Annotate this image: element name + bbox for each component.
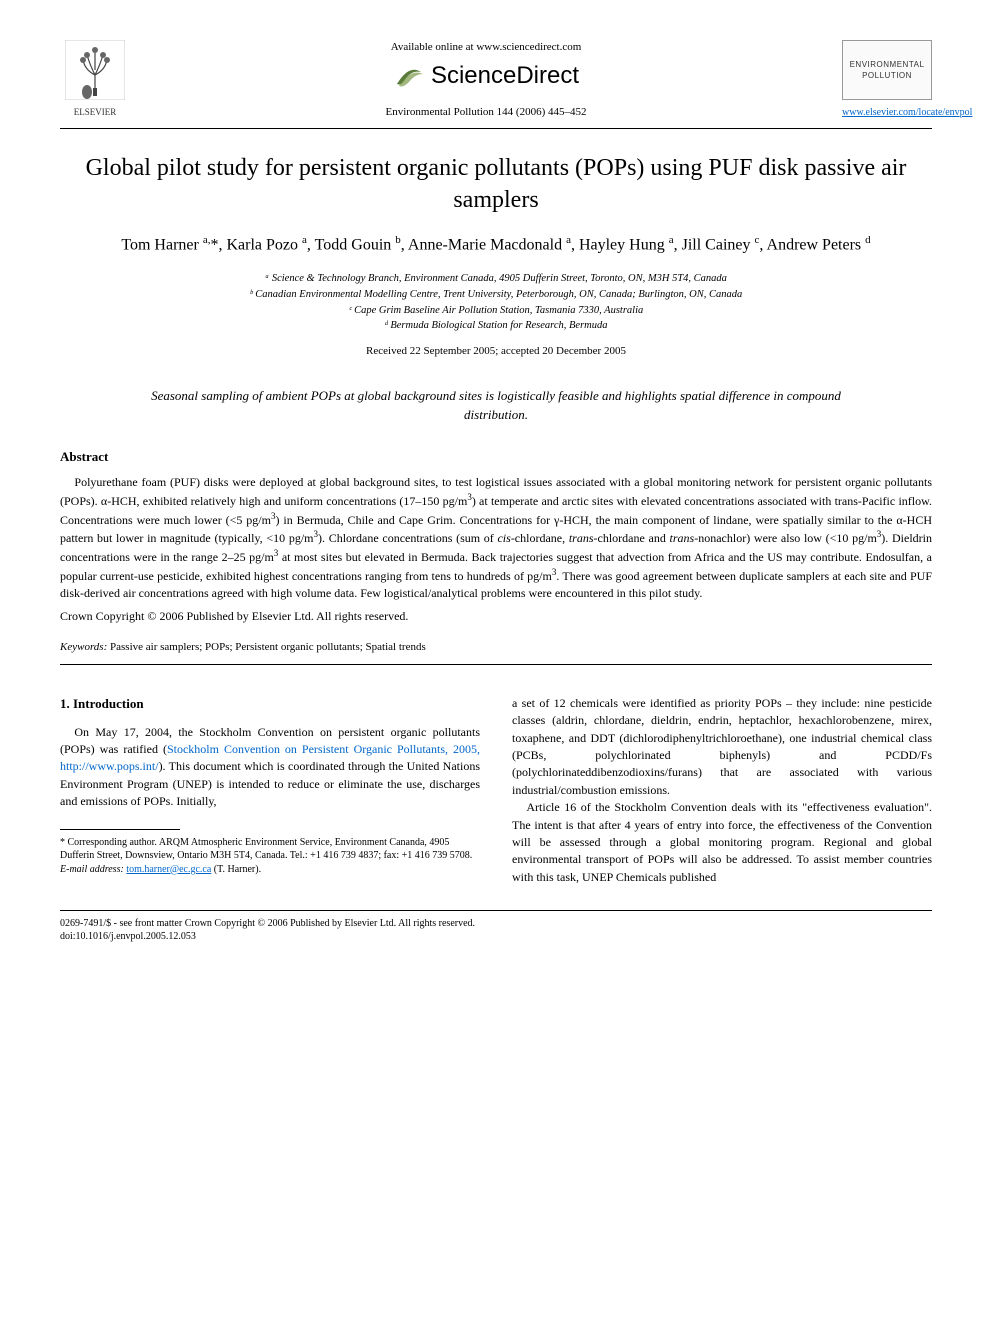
corresponding-author-footnote: * Corresponding author. ARQM Atmospheric… xyxy=(60,836,480,877)
intro-para-1: On May 17, 2004, the Stockholm Conventio… xyxy=(60,724,480,811)
center-header: Available online at www.sciencedirect.co… xyxy=(130,40,842,120)
header-divider xyxy=(60,128,932,129)
footnote-corresponding: * Corresponding author. ARQM Atmospheric… xyxy=(60,836,480,863)
sciencedirect-logo: ScienceDirect xyxy=(150,59,822,93)
journal-reference: Environmental Pollution 144 (2006) 445–4… xyxy=(150,105,822,120)
keywords-label: Keywords: xyxy=(60,641,107,653)
footnote-rule xyxy=(60,829,180,830)
page-footer: 0269-7491/$ - see front matter Crown Cop… xyxy=(60,917,932,943)
footnote-email-link[interactable]: tom.harner@ec.gc.ca xyxy=(126,864,211,875)
introduction-heading: 1. Introduction xyxy=(60,695,480,714)
body-columns: 1. Introduction On May 17, 2004, the Sto… xyxy=(60,695,932,886)
footer-line1: 0269-7491/$ - see front matter Crown Cop… xyxy=(60,917,932,930)
page-header: ELSEVIER Available online at www.science… xyxy=(60,40,932,120)
journal-thumbnail: ENVIRONMENTAL POLLUTION www.elsevier.com… xyxy=(842,40,932,120)
intro-para-2: Article 16 of the Stockholm Convention d… xyxy=(512,799,932,886)
footer-line2: doi:10.1016/j.envpol.2005.12.053 xyxy=(60,930,932,943)
right-column: a set of 12 chemicals were identified as… xyxy=(512,695,932,886)
abstract-heading: Abstract xyxy=(60,448,932,466)
footnote-email-suffix: (T. Harner). xyxy=(214,864,261,875)
elsevier-tree-icon xyxy=(65,40,125,100)
abstract-copyright: Crown Copyright © 2006 Published by Else… xyxy=(60,608,932,625)
intro-para-1-cont: a set of 12 chemicals were identified as… xyxy=(512,695,932,799)
elsevier-logo: ELSEVIER xyxy=(60,40,130,118)
author-list: Tom Harner a,*, Karla Pozo a, Todd Gouin… xyxy=(60,232,932,257)
highlight-statement: Seasonal sampling of ambient POPs at glo… xyxy=(120,387,872,423)
abstract-body: Polyurethane foam (PUF) disks were deplo… xyxy=(60,474,932,602)
keywords-divider xyxy=(60,664,932,665)
sciencedirect-text: ScienceDirect xyxy=(431,59,579,93)
article-dates: Received 22 September 2005; accepted 20 … xyxy=(60,344,932,359)
keywords-line: Keywords: Passive air samplers; POPs; Pe… xyxy=(60,640,932,655)
journal-homepage-link[interactable]: www.elsevier.com/locate/envpol xyxy=(842,106,932,120)
article-title: Global pilot study for persistent organi… xyxy=(60,153,932,215)
journal-thumb-line2: POLLUTION xyxy=(862,70,912,81)
journal-thumb-line1: ENVIRONMENTAL xyxy=(850,59,925,70)
keywords-value: Passive air samplers; POPs; Persistent o… xyxy=(110,641,426,653)
available-online-text: Available online at www.sciencedirect.co… xyxy=(150,40,822,55)
journal-cover-icon: ENVIRONMENTAL POLLUTION xyxy=(842,40,932,100)
footnote-email-line: E-mail address: tom.harner@ec.gc.ca (T. … xyxy=(60,863,480,877)
left-column: 1. Introduction On May 17, 2004, the Sto… xyxy=(60,695,480,886)
sciencedirect-swoosh-icon xyxy=(393,60,425,92)
elsevier-label: ELSEVIER xyxy=(60,106,130,119)
affiliations: ᵃ Science & Technology Branch, Environme… xyxy=(60,271,932,334)
footer-divider xyxy=(60,910,932,911)
footnote-email-label: E-mail address: xyxy=(60,864,124,875)
